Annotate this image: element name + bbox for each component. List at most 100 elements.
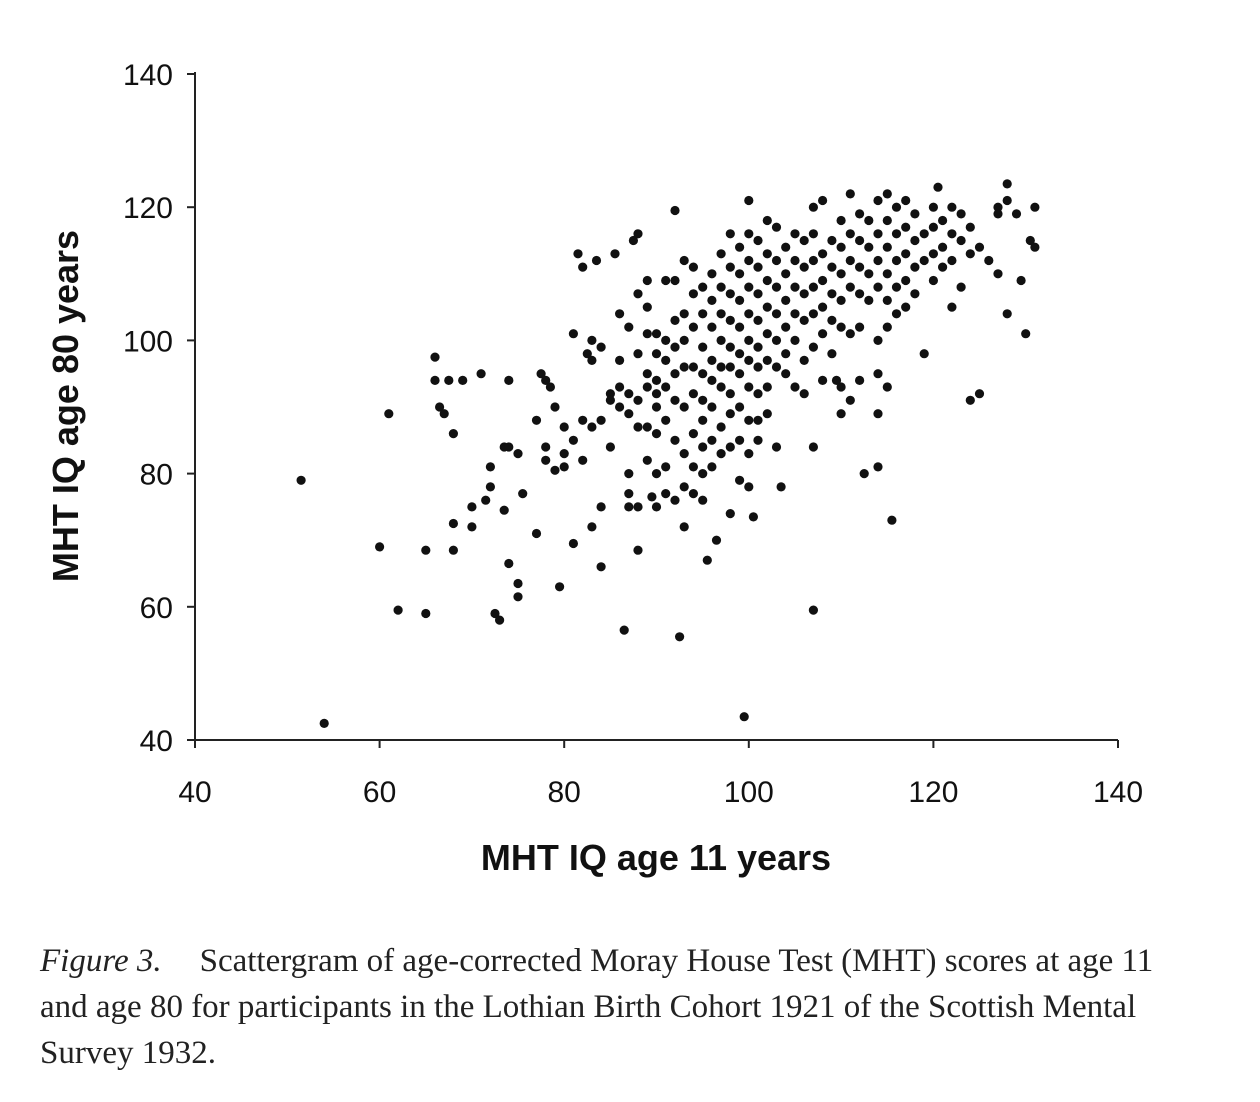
data-point	[679, 335, 689, 345]
axis-ticks: 40 60 80 100 120 140 40 60 80 100 120 140	[123, 59, 1143, 809]
data-point	[513, 449, 523, 459]
data-point	[1002, 195, 1012, 206]
data-point	[698, 395, 708, 405]
data-point	[679, 482, 689, 492]
data-point	[448, 518, 458, 529]
data-point	[762, 355, 772, 365]
data-point	[873, 195, 883, 206]
caption-label: Figure 3.	[40, 943, 162, 979]
data-point	[633, 545, 643, 555]
data-point	[965, 249, 975, 259]
data-point	[735, 295, 745, 305]
data-point	[541, 375, 551, 385]
data-point	[845, 282, 855, 292]
data-point	[928, 275, 939, 286]
data-point	[928, 222, 939, 232]
data-point	[679, 449, 689, 459]
data-point	[762, 215, 772, 226]
data-point	[901, 195, 911, 206]
data-point	[855, 322, 865, 332]
data-point	[559, 462, 569, 472]
data-point	[688, 322, 699, 332]
data-point	[448, 429, 458, 439]
data-point	[1002, 179, 1012, 189]
data-point	[753, 289, 763, 299]
data-point	[762, 329, 772, 339]
y-tick-label: 120	[123, 192, 173, 225]
data-point	[578, 415, 588, 425]
data-point	[587, 335, 597, 345]
data-point	[448, 545, 458, 555]
data-point	[864, 242, 874, 252]
data-point	[933, 182, 943, 192]
data-point	[642, 422, 652, 432]
y-axis-title: MHT IQ age 80 years	[45, 230, 86, 582]
data-point	[421, 608, 431, 619]
data-point	[725, 508, 735, 519]
data-point	[744, 355, 754, 365]
data-point	[725, 442, 735, 452]
data-point	[799, 355, 809, 365]
data-point	[490, 608, 500, 619]
data-point	[891, 309, 902, 319]
data-point	[735, 369, 745, 379]
x-tick-label: 140	[1093, 776, 1143, 809]
data-point	[744, 482, 754, 492]
data-point	[716, 335, 726, 345]
data-point	[735, 402, 745, 412]
data-point	[651, 469, 662, 479]
data-point	[716, 382, 726, 392]
data-point	[845, 329, 855, 339]
data-point	[947, 302, 957, 312]
data-point	[799, 315, 809, 325]
data-point	[790, 255, 800, 266]
data-point	[615, 355, 625, 365]
data-point	[818, 275, 828, 286]
data-point	[855, 289, 865, 299]
data-point	[707, 375, 717, 385]
data-point	[744, 415, 754, 425]
data-point	[319, 718, 329, 729]
data-point	[702, 555, 712, 565]
data-point	[651, 375, 662, 385]
data-point	[1016, 275, 1026, 286]
data-point	[827, 289, 837, 299]
data-point	[762, 249, 772, 259]
data-point	[901, 222, 911, 232]
data-point	[444, 375, 454, 385]
data-point	[615, 382, 625, 392]
data-point	[965, 222, 975, 232]
data-point	[873, 255, 883, 266]
data-point	[808, 229, 819, 239]
data-point	[504, 375, 514, 385]
data-point	[430, 375, 440, 385]
data-point	[836, 295, 846, 305]
data-point	[725, 262, 735, 272]
data-point	[836, 242, 846, 252]
data-point	[615, 309, 625, 319]
data-point	[882, 295, 892, 305]
data-point	[568, 538, 579, 549]
data-point	[891, 255, 902, 266]
data-point	[947, 202, 957, 212]
data-point	[698, 495, 708, 505]
data-point	[670, 395, 680, 405]
data-point	[615, 402, 625, 412]
data-point	[725, 409, 735, 419]
data-point	[938, 242, 948, 252]
data-point	[698, 469, 708, 479]
data-point	[559, 422, 569, 432]
data-point	[707, 269, 717, 279]
data-point	[624, 502, 634, 512]
data-point	[808, 309, 819, 319]
data-point	[531, 415, 542, 425]
data-point	[818, 249, 828, 259]
data-point	[716, 249, 726, 259]
x-tick-label: 40	[178, 776, 211, 809]
data-point	[776, 482, 786, 492]
data-point	[661, 355, 671, 365]
data-point	[642, 302, 652, 312]
data-point	[504, 442, 514, 452]
data-point	[393, 605, 403, 615]
y-tick-label: 60	[140, 592, 173, 625]
